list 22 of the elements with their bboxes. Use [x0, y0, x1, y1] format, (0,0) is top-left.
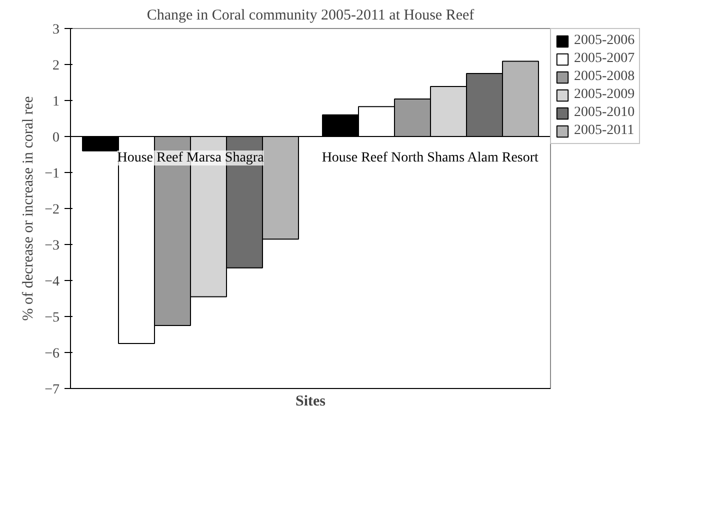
legend-label: 2005-2006: [574, 33, 635, 49]
y-tick-label: −4: [44, 274, 60, 290]
y-tick-label: −7: [44, 382, 60, 398]
legend-label: 2005-2010: [574, 105, 635, 121]
x-axis-title: Sites: [296, 394, 326, 410]
y-tick-label: −6: [44, 346, 60, 362]
x-tick-label: House Reef Marsa Shagra: [117, 150, 265, 166]
y-tick-label: −1: [44, 166, 60, 182]
y-axis-title: % of decrease or increase in coral ree: [20, 96, 37, 321]
chart-title: Change in Coral community 2005-2011 at House Reef: [146, 8, 474, 24]
legend-label: 2005-2009: [574, 87, 635, 103]
legend-label: 2005-2007: [574, 51, 635, 67]
y-tick-label: 3: [52, 22, 60, 38]
x-tick-label: House Reef North Shams Alam Resort: [322, 150, 539, 166]
legend-label: 2005-2008: [574, 69, 635, 85]
y-tick-label: −5: [44, 310, 60, 326]
y-tick-label: −2: [44, 202, 60, 218]
legend-label: 2005-2011: [574, 123, 634, 139]
y-tick-label: 2: [52, 58, 60, 74]
y-tick-label: 0: [52, 130, 60, 146]
y-tick-label: 1: [52, 94, 60, 110]
y-tick-label: −3: [44, 238, 60, 254]
